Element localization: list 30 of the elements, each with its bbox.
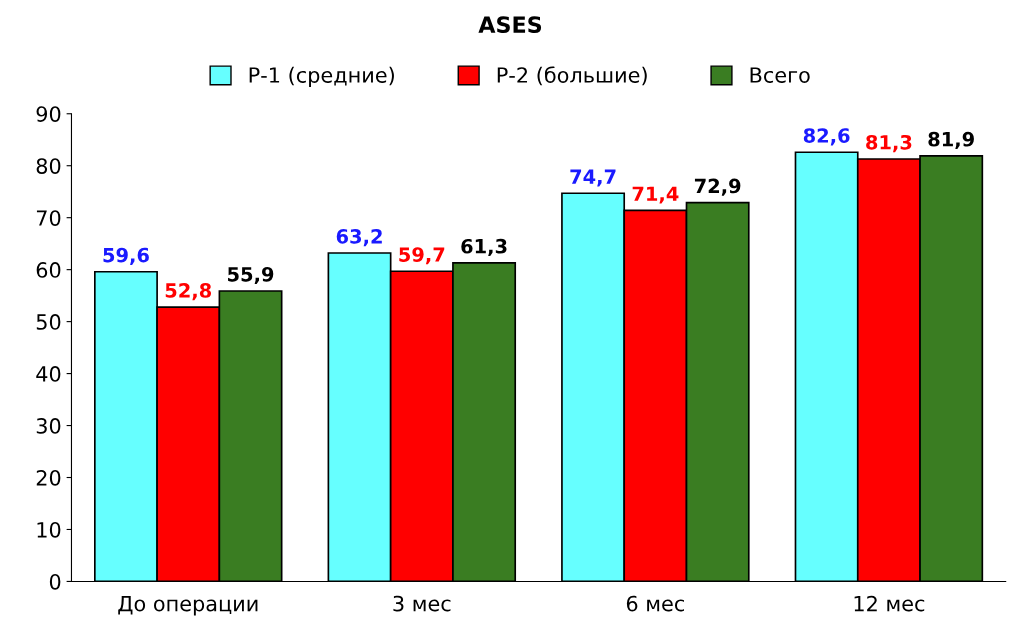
data-label: 72,9 (694, 178, 741, 196)
y-tick-label: 20 (36, 469, 61, 486)
y-tick-label: 30 (36, 418, 61, 434)
y-tick-label: 90 (36, 106, 61, 122)
legend-label: Р-2 (большие) (497, 66, 647, 86)
y-tick-label: 50 (36, 314, 61, 330)
x-tick-label: 12 мес (854, 595, 925, 612)
data-label: 55,9 (228, 266, 274, 285)
chart-title: ASES (478, 16, 542, 33)
y-tick-label: 80 (36, 158, 61, 174)
x-tick-label: 3 мес (393, 595, 451, 612)
y-tick-label: 40 (36, 366, 61, 382)
data-label: 59,7 (399, 247, 445, 265)
x-tick-label: До операции (118, 595, 258, 616)
data-label: 71,4 (632, 186, 679, 204)
data-label: 61,3 (461, 238, 507, 257)
y-tick-label: 10 (37, 521, 61, 538)
y-tick-label: 0 (49, 573, 61, 590)
x-tick-label: 6 мес (626, 595, 684, 612)
data-label: 52,8 (165, 283, 212, 301)
data-label: 63,2 (336, 228, 382, 247)
legend-label: Всего (750, 67, 810, 83)
legend-label: Р-1 (средние) (249, 66, 394, 87)
y-tick-label: 70 (36, 210, 61, 226)
data-label: 81,3 (866, 134, 912, 153)
y-tick-label: 60 (36, 262, 61, 278)
data-label: 59,6 (103, 247, 149, 265)
data-label: 81,9 (928, 131, 974, 150)
data-label: 82,6 (803, 128, 850, 146)
data-label: 74,7 (570, 169, 616, 187)
